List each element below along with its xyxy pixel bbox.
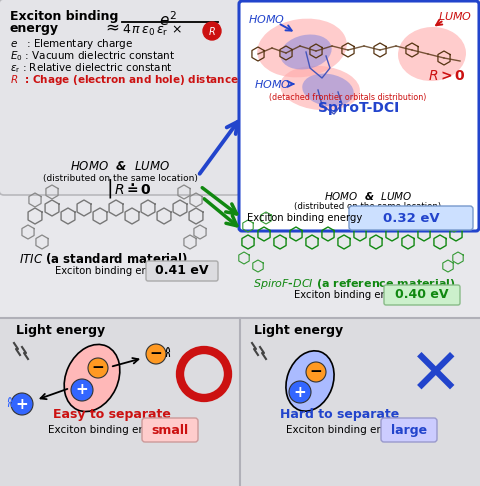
Text: Light energy: Light energy bbox=[16, 324, 105, 337]
Text: $\mathit{E}_0$ : Vacuum dielectric constant: $\mathit{E}_0$ : Vacuum dielectric const… bbox=[10, 49, 175, 63]
Ellipse shape bbox=[302, 73, 354, 106]
Circle shape bbox=[11, 393, 33, 415]
Text: Light energy: Light energy bbox=[254, 324, 343, 337]
Ellipse shape bbox=[398, 27, 466, 81]
Ellipse shape bbox=[280, 35, 332, 69]
Bar bbox=[0, 318, 480, 486]
FancyBboxPatch shape bbox=[142, 418, 198, 442]
Text: +: + bbox=[76, 382, 88, 398]
Text: $\mathit{e}$   : Elementary charge: $\mathit{e}$ : Elementary charge bbox=[10, 37, 133, 51]
Ellipse shape bbox=[280, 66, 360, 110]
Text: SpiroT-DCI: SpiroT-DCI bbox=[318, 101, 400, 115]
Text: $\approx$: $\approx$ bbox=[102, 17, 120, 35]
Text: $4\,\pi\,\varepsilon_0\,\varepsilon_{\rm r}\,\times$: $4\,\pi\,\varepsilon_0\,\varepsilon_{\rm… bbox=[122, 23, 182, 38]
Ellipse shape bbox=[286, 351, 334, 411]
Circle shape bbox=[71, 379, 93, 401]
Circle shape bbox=[203, 22, 221, 40]
Text: Exciton binding energy: Exciton binding energy bbox=[247, 213, 362, 223]
Text: $\mathit{HOMO}$  &  $\mathit{LUMO}$: $\mathit{HOMO}$ & $\mathit{LUMO}$ bbox=[324, 190, 412, 202]
Circle shape bbox=[289, 381, 311, 403]
Text: +: + bbox=[294, 384, 306, 399]
Circle shape bbox=[88, 358, 108, 378]
Text: $\mathit{HOMO}$  &  $\mathit{LUMO}$: $\mathit{HOMO}$ & $\mathit{LUMO}$ bbox=[70, 159, 170, 173]
Text: −: − bbox=[150, 347, 162, 362]
Text: Exciton binding energy: Exciton binding energy bbox=[294, 290, 409, 300]
Text: Hard to separate: Hard to separate bbox=[280, 407, 400, 420]
Text: $\varepsilon_{\rm r}$ : Relative dielectric constant: $\varepsilon_{\rm r}$ : Relative dielect… bbox=[10, 61, 173, 75]
Ellipse shape bbox=[257, 18, 347, 77]
Text: ✕: ✕ bbox=[409, 345, 463, 407]
Text: 0.41 eV: 0.41 eV bbox=[155, 264, 209, 278]
Text: Exciton binding: Exciton binding bbox=[10, 10, 119, 23]
Text: $\mathbf{\mathit{R}}$  : Chage (electron and hole) distance: $\mathbf{\mathit{R}}$ : Chage (electron … bbox=[10, 73, 239, 87]
Text: 0.40 eV: 0.40 eV bbox=[395, 289, 449, 301]
Text: Exciton binding energy: Exciton binding energy bbox=[55, 266, 170, 276]
Text: small: small bbox=[151, 423, 189, 436]
Text: Easy to separate: Easy to separate bbox=[53, 407, 171, 420]
Text: 0.32 eV: 0.32 eV bbox=[383, 211, 439, 225]
Text: $\mathit{SpiroF}$-$\mathit{DCI}$ (a reference material): $\mathit{SpiroF}$-$\mathit{DCI}$ (a refe… bbox=[252, 277, 456, 291]
Text: energy: energy bbox=[10, 22, 59, 35]
Text: −: − bbox=[310, 364, 323, 380]
Text: +: + bbox=[16, 397, 28, 412]
FancyBboxPatch shape bbox=[381, 418, 437, 442]
Text: large: large bbox=[391, 423, 427, 436]
Text: $\mathbf{\mathit{R} \doteq 0}$: $\mathbf{\mathit{R} \doteq 0}$ bbox=[364, 211, 400, 225]
Text: $\mathbf{\mathit{R} > 0}$: $\mathbf{\mathit{R} > 0}$ bbox=[428, 69, 466, 83]
Text: $|$: $|$ bbox=[106, 177, 112, 201]
Text: $\mathit{LUMO}$: $\mathit{LUMO}$ bbox=[438, 10, 472, 22]
Text: $\mathit{ITIC}$ (a standard material): $\mathit{ITIC}$ (a standard material) bbox=[19, 251, 189, 266]
FancyBboxPatch shape bbox=[239, 1, 479, 231]
FancyBboxPatch shape bbox=[349, 206, 473, 230]
Ellipse shape bbox=[64, 345, 120, 412]
Text: $\mathit{HOMO}$: $\mathit{HOMO}$ bbox=[254, 78, 291, 90]
Text: Exciton binding energy:: Exciton binding energy: bbox=[48, 425, 171, 435]
FancyBboxPatch shape bbox=[384, 285, 460, 305]
Text: $|$: $|$ bbox=[356, 206, 361, 228]
Text: $\mathbf{\it{R}}$: $\mathbf{\it{R}}$ bbox=[208, 25, 216, 37]
Text: $e^2$: $e^2$ bbox=[159, 10, 177, 29]
Text: (detached frontier orbitals distribution): (detached frontier orbitals distribution… bbox=[269, 93, 426, 103]
Text: (distributed on the same location): (distributed on the same location) bbox=[294, 203, 442, 211]
Text: (distributed on the same location): (distributed on the same location) bbox=[43, 174, 197, 183]
Circle shape bbox=[146, 344, 166, 364]
Text: $\mathbf{\mathit{R} \doteq 0}$: $\mathbf{\mathit{R} \doteq 0}$ bbox=[114, 181, 152, 196]
Text: Exciton binding energy:: Exciton binding energy: bbox=[286, 425, 409, 435]
Circle shape bbox=[306, 362, 326, 382]
FancyBboxPatch shape bbox=[0, 0, 241, 195]
FancyBboxPatch shape bbox=[146, 261, 218, 281]
Text: −: − bbox=[92, 361, 104, 376]
Text: $\mathit{HOMO}$: $\mathit{HOMO}$ bbox=[248, 13, 285, 25]
